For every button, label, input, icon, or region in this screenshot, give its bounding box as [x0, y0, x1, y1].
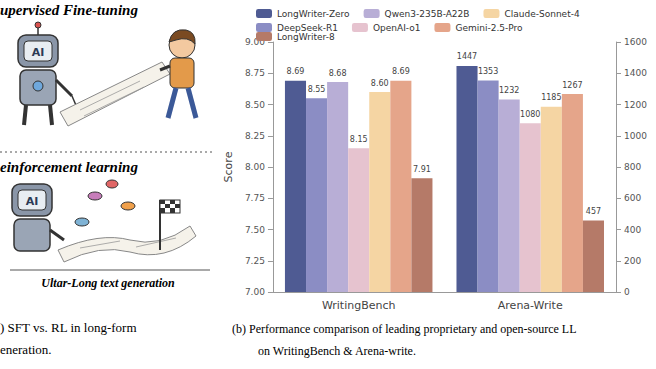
svg-text:1000: 1000: [624, 131, 647, 141]
svg-text:0: 0: [624, 287, 630, 297]
svg-text:1400: 1400: [624, 68, 647, 78]
svg-text:WritingBench: WritingBench: [322, 299, 396, 312]
svg-text:AI: AI: [26, 195, 39, 208]
svg-text:) SFT vs. RL in long-form: ) SFT vs. RL in long-form: [0, 320, 137, 335]
svg-text:8.55: 8.55: [308, 85, 326, 94]
svg-text:LongWriter-8: LongWriter-8: [277, 32, 335, 42]
svg-text:800: 800: [624, 162, 641, 172]
svg-text:8.69: 8.69: [287, 67, 305, 76]
svg-text:7.25: 7.25: [245, 256, 265, 266]
svg-text:8.60: 8.60: [371, 79, 389, 88]
svg-text:200: 200: [624, 256, 641, 266]
svg-text:600: 600: [624, 193, 641, 203]
svg-text:OpenAI-o1: OpenAI-o1: [373, 23, 421, 33]
svg-text:7.00: 7.00: [245, 287, 265, 297]
svg-text:7.75: 7.75: [245, 193, 265, 203]
svg-text:1447: 1447: [457, 52, 477, 61]
svg-text:(b) Performance comparison of: (b) Performance comparison of leading pr…: [232, 322, 577, 336]
svg-text:457: 457: [586, 207, 601, 216]
svg-text:Ultar-Long text generation: Ultar-Long text generation: [41, 276, 175, 290]
svg-text:Qwen3-235B-A22B: Qwen3-235B-A22B: [385, 9, 470, 19]
svg-text:einforcement learning: einforcement learning: [0, 159, 138, 175]
svg-text:1600: 1600: [624, 37, 647, 47]
svg-text:1232: 1232: [499, 86, 519, 95]
svg-text:upervised Fine-tuning: upervised Fine-tuning: [0, 2, 138, 18]
svg-text:9.00: 9.00: [244, 37, 265, 47]
svg-text:8.50: 8.50: [245, 100, 265, 110]
svg-text:1080: 1080: [520, 110, 540, 119]
svg-text:Claude-Sonnet-4: Claude-Sonnet-4: [504, 9, 579, 19]
svg-text:7.50: 7.50: [245, 225, 265, 235]
svg-text:8.69: 8.69: [392, 67, 410, 76]
svg-text:DeepSeek-R1: DeepSeek-R1: [277, 23, 338, 33]
svg-text:8.15: 8.15: [350, 135, 368, 144]
svg-text:eneration.: eneration.: [0, 342, 52, 357]
svg-text:Score: Score: [222, 151, 235, 182]
svg-text:LongWriter-Zero: LongWriter-Zero: [277, 9, 350, 19]
svg-text:8.75: 8.75: [245, 68, 265, 78]
svg-text:AI: AI: [32, 46, 45, 59]
svg-text:8.25: 8.25: [245, 131, 265, 141]
svg-text:Gemini-2.5-Pro: Gemini-2.5-Pro: [455, 23, 523, 33]
svg-text:on WritingBench & Arena-write.: on WritingBench & Arena-write.: [258, 344, 416, 358]
svg-text:8.68: 8.68: [329, 69, 347, 78]
svg-text:400: 400: [624, 225, 641, 235]
svg-text:1200: 1200: [624, 100, 647, 110]
svg-text:Arena-Write: Arena-Write: [498, 299, 563, 312]
svg-text:7.91: 7.91: [413, 165, 431, 174]
svg-text:1267: 1267: [562, 81, 582, 90]
svg-text:1353: 1353: [478, 67, 498, 76]
svg-text:8.00: 8.00: [245, 162, 265, 172]
svg-text:1185: 1185: [541, 93, 561, 102]
